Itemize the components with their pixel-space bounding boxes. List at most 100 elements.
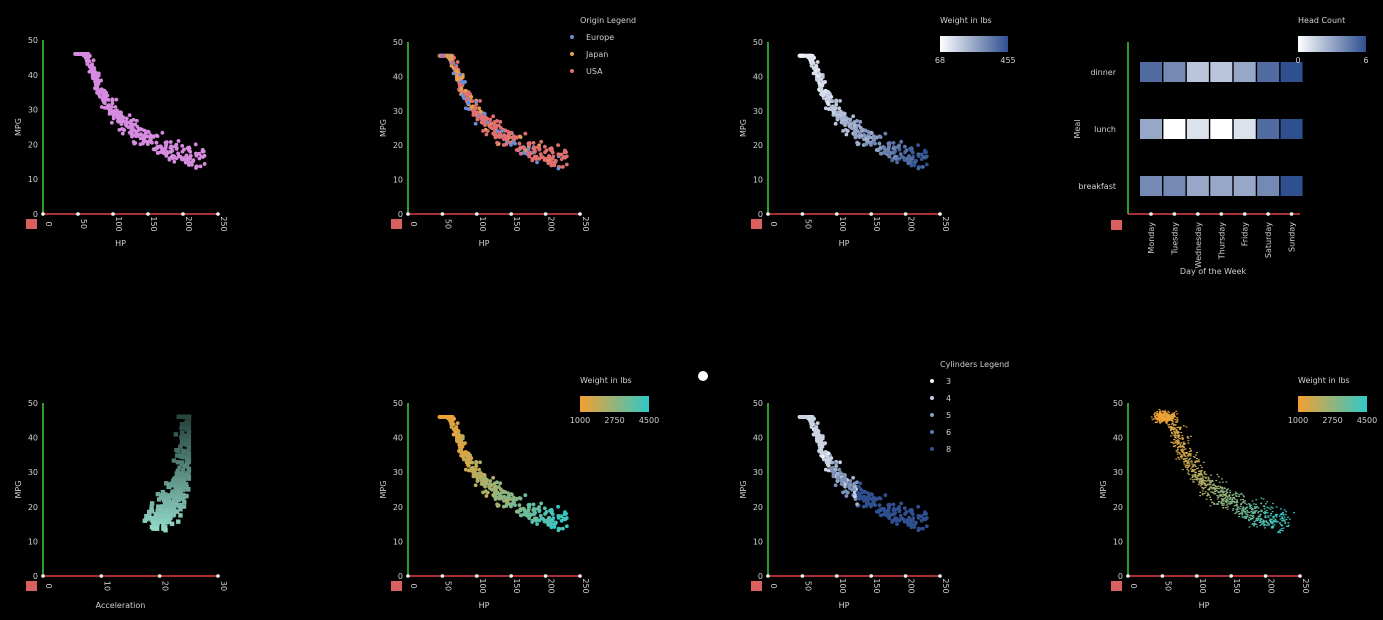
data-point <box>906 161 911 166</box>
data-point <box>853 494 857 499</box>
data-point <box>1192 470 1195 473</box>
data-point <box>1164 411 1166 413</box>
data-point <box>1174 424 1177 426</box>
data-point <box>1179 446 1182 448</box>
x-tick-dot <box>181 212 185 216</box>
data-point <box>174 503 179 508</box>
data-point <box>1263 505 1266 508</box>
data-point <box>1250 510 1253 513</box>
data-point <box>1248 520 1250 522</box>
data-point <box>1196 475 1199 477</box>
data-point <box>1250 504 1253 506</box>
data-point <box>1168 426 1171 429</box>
data-point <box>1193 478 1196 480</box>
data-point <box>448 414 453 419</box>
data-point <box>1220 490 1223 493</box>
data-point <box>140 136 145 140</box>
data-point <box>1225 481 1228 483</box>
data-point <box>1211 479 1214 482</box>
data-point <box>1231 501 1234 503</box>
data-point <box>1205 473 1208 475</box>
data-point <box>96 73 101 78</box>
data-point <box>1175 458 1178 460</box>
data-point <box>1185 459 1187 462</box>
data-point <box>1202 478 1205 480</box>
data-point <box>95 85 100 90</box>
data-point <box>1259 513 1262 515</box>
data-point <box>1242 506 1245 508</box>
data-point <box>115 115 120 120</box>
data-point <box>1251 509 1254 511</box>
data-point <box>1190 470 1193 473</box>
heatmap-cell <box>1280 119 1303 139</box>
x-tick-label: 50 <box>443 581 452 591</box>
data-point <box>1185 464 1188 466</box>
data-point <box>1229 503 1231 505</box>
data-point <box>1172 434 1175 436</box>
heatmap-cell <box>1140 119 1162 139</box>
data-point <box>1154 415 1157 417</box>
data-point <box>1158 420 1161 422</box>
data-point <box>1205 476 1208 478</box>
data-point <box>1158 419 1161 421</box>
data-point <box>1281 530 1284 532</box>
data-point <box>1244 502 1246 504</box>
data-point <box>820 436 825 441</box>
data-point <box>1276 513 1279 516</box>
data-point <box>172 476 177 482</box>
data-point <box>1179 445 1182 447</box>
data-point <box>1217 503 1219 505</box>
data-point <box>173 484 178 490</box>
data-point <box>1252 516 1255 519</box>
data-point <box>1204 491 1207 493</box>
data-point <box>492 123 497 128</box>
data-point <box>166 484 171 490</box>
data-point <box>163 492 168 497</box>
data-point <box>479 116 484 121</box>
data-point <box>186 429 192 435</box>
data-point <box>1199 470 1201 472</box>
data-point <box>1190 460 1193 462</box>
legend-label: 2750 <box>1322 416 1342 425</box>
data-point <box>1259 514 1262 516</box>
data-point <box>823 88 828 93</box>
data-point <box>1264 513 1266 515</box>
heatmap-cell <box>1257 119 1280 139</box>
data-point <box>1195 454 1197 456</box>
data-point <box>438 414 443 419</box>
data-point <box>838 471 843 475</box>
data-point <box>1183 455 1186 457</box>
data-point <box>1184 448 1187 450</box>
data-point <box>178 502 183 508</box>
data-point <box>1227 488 1230 490</box>
x-tick-dot <box>216 212 220 216</box>
data-point <box>1158 417 1160 419</box>
data-point <box>1159 410 1161 412</box>
data-point <box>202 153 207 158</box>
data-point <box>1164 419 1167 422</box>
data-point <box>1191 476 1194 479</box>
data-point <box>1253 525 1256 527</box>
data-point <box>1271 526 1274 528</box>
data-point <box>105 93 110 98</box>
data-point <box>179 434 184 440</box>
data-point <box>129 127 134 132</box>
data-point <box>836 471 840 476</box>
data-point <box>913 520 918 525</box>
data-point <box>1220 478 1223 480</box>
data-point <box>175 460 181 465</box>
data-point <box>511 502 516 506</box>
data-point <box>1236 510 1238 512</box>
data-point <box>909 507 914 512</box>
data-point <box>1190 450 1193 452</box>
data-point <box>1214 485 1217 487</box>
data-point <box>1260 509 1263 511</box>
data-point <box>1172 442 1175 445</box>
data-point <box>564 154 569 159</box>
legend-label: 6 <box>1363 56 1368 65</box>
data-point <box>909 518 914 523</box>
data-point <box>1293 512 1295 514</box>
data-point <box>1241 510 1243 512</box>
data-point <box>1266 501 1269 503</box>
data-point <box>1158 416 1161 418</box>
